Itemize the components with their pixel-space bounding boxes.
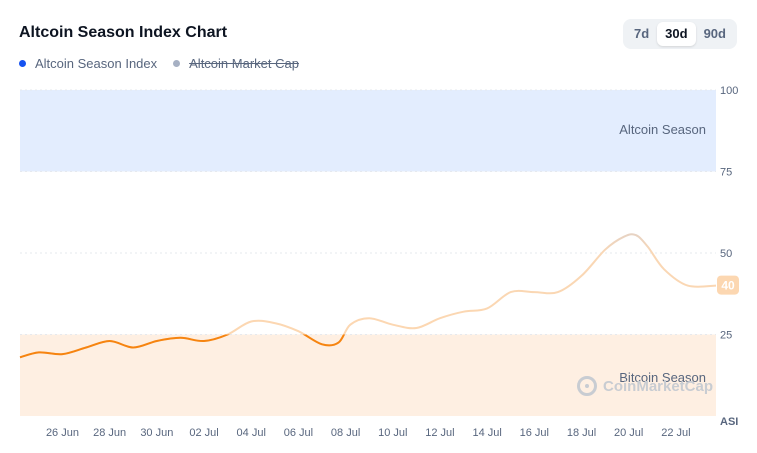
- x-tick-label: 26 Jun: [46, 427, 79, 439]
- x-tick-label: 08 Jul: [331, 427, 360, 439]
- x-tick-label: 18 Jul: [567, 427, 596, 439]
- watermark: CoinMarketCap: [577, 376, 713, 396]
- y-axis-label: ASI: [720, 416, 738, 428]
- y-tick-label: 75: [720, 167, 732, 179]
- y-tick-label: 50: [720, 248, 732, 260]
- y-tick-label: 25: [720, 330, 732, 342]
- current-value-label: 40: [721, 279, 735, 293]
- x-tick-label: 30 Jun: [140, 427, 173, 439]
- x-tick-label: 10 Jul: [378, 427, 407, 439]
- range-button-30d[interactable]: 30d: [657, 22, 696, 46]
- time-range-selector: 7d 30d 90d: [623, 19, 737, 49]
- zone-label-altcoin-season: Altcoin Season: [619, 122, 706, 137]
- watermark-text: CoinMarketCap: [603, 377, 714, 395]
- current-value-badge: [717, 275, 739, 295]
- legend-dot-icon: [19, 60, 26, 67]
- series-line-bitcoin-zone-segment: [19, 334, 346, 359]
- x-tick-label: 06 Jul: [284, 427, 313, 439]
- x-tick-label: 28 Jun: [93, 427, 126, 439]
- legend-label: Altcoin Market Cap: [189, 56, 299, 71]
- range-button-90d[interactable]: 90d: [703, 26, 726, 41]
- x-tick-label: 14 Jul: [472, 427, 501, 439]
- legend-dot-icon: [173, 60, 181, 67]
- x-tick-label: 16 Jul: [520, 427, 549, 439]
- y-tick-label: 100: [720, 85, 738, 97]
- range-button-7d[interactable]: 7d: [634, 26, 650, 41]
- coinmarketcap-logo-icon: [577, 376, 597, 396]
- chart-title: Altcoin Season Index Chart: [19, 24, 228, 41]
- x-tick-label: 12 Jul: [425, 427, 454, 439]
- x-tick-label: 04 Jul: [237, 427, 266, 439]
- x-tick-label: 02 Jul: [189, 427, 218, 439]
- zone-label-bitcoin-season: Bitcoin Season: [619, 370, 706, 385]
- x-tick-label: 20 Jul: [614, 427, 643, 439]
- legend-item-altcoin-market-cap[interactable]: Altcoin Market Cap: [173, 56, 299, 71]
- legend-item-altcoin-season-index[interactable]: Altcoin Season Index: [19, 56, 157, 71]
- legend-label: Altcoin Season Index: [35, 56, 158, 71]
- zone-altcoin-season: [20, 90, 716, 172]
- chart-legend: Altcoin Season Index Altcoin Market Cap: [19, 56, 315, 71]
- x-tick-label: 22 Jul: [661, 427, 690, 439]
